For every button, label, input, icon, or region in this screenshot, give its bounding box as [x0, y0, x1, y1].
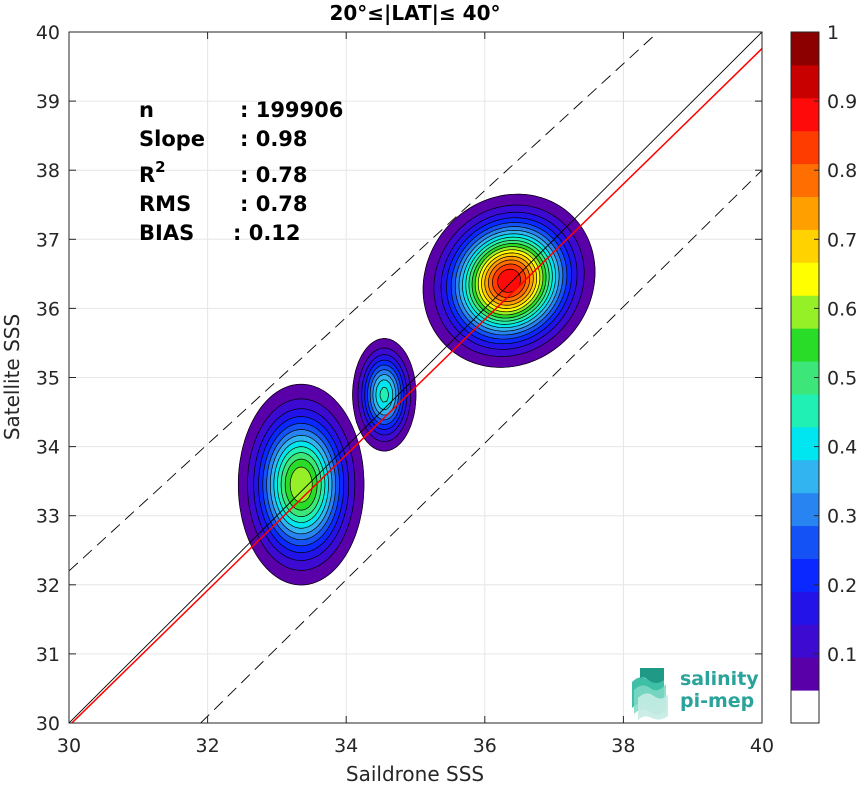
salinity-pi-mep-logo: salinity pi-mep: [632, 668, 759, 720]
reference-lines: [69, 32, 762, 723]
colorbar-tick-label: 0.6: [827, 298, 857, 320]
colorbar-tick-label: 0.5: [827, 368, 857, 390]
contour-line-0.4: [273, 233, 556, 529]
stat-value: : 199906: [240, 98, 343, 122]
colorbar-tick-label: 0.2: [827, 575, 857, 597]
colorbar: 0.1 0.2 0.3 0.4 0.5 0.6 0.7 0.8 0.9 1: [790, 22, 857, 724]
colorbar-swatch: [791, 624, 819, 658]
y-tick-label: 34: [36, 437, 60, 459]
colorbar-tick-label: 0.8: [827, 160, 857, 182]
y-tick-label: 40: [36, 22, 60, 44]
stat-label-superscript: 2: [155, 158, 165, 176]
y-axis-title: Satellite SSS: [0, 314, 24, 440]
stat-label: RMS: [139, 192, 191, 216]
contour-line-0.6: [289, 246, 544, 503]
stat-label: n: [139, 98, 154, 122]
colorbar-swatch: [791, 64, 819, 99]
statistics-box: n : 199906 Slope : 0.98 R2 : 0.78 RMS : 0.78 BIA…: [139, 98, 343, 245]
y-tick-label: 38: [36, 160, 60, 182]
colorbar-tick-label: 0.9: [827, 91, 857, 113]
x-tick-label: 38: [611, 735, 635, 757]
colorbar-swatch: [791, 262, 819, 296]
x-tick-label: 36: [473, 735, 497, 757]
regression-line: [70, 48, 762, 723]
upper-bound-line: [69, 32, 659, 572]
contour-line-0.05: [237, 193, 596, 586]
contour-line-0.65: [477, 249, 541, 313]
density-contours: [237, 193, 596, 586]
colorbar-tick-label: 0.3: [827, 506, 857, 528]
contour-line-0.15: [253, 211, 578, 561]
logo-wave-icon: [632, 668, 668, 720]
stat-value: : 0.78: [240, 192, 308, 216]
colorbar-swatch: [791, 32, 819, 66]
logo-text-line1: salinity: [680, 668, 759, 690]
x-axis: 30 32 34 36 38 40: [57, 32, 774, 757]
x-tick-label: 40: [750, 735, 774, 757]
colorbar-swatch: [791, 558, 819, 592]
colorbar-swatch: [791, 492, 819, 527]
y-tick-label: 33: [36, 506, 60, 528]
stat-value: : 0.12: [233, 221, 301, 245]
y-tick-label: 35: [36, 368, 60, 390]
colorbar-swatch: [791, 295, 819, 329]
contour-line-0.7: [481, 252, 538, 309]
colorbar-swatch: [791, 591, 819, 625]
x-tick-label: 34: [334, 735, 358, 757]
colorbar-swatch: [791, 525, 819, 559]
colorbar-swatch: [791, 657, 819, 691]
colorbar-swatch: [791, 196, 819, 230]
y-tick-label: 37: [36, 229, 60, 251]
x-tick-label: 32: [196, 735, 220, 757]
colorbar-swatch: [791, 163, 819, 198]
stat-value: : 0.78: [240, 163, 308, 187]
stat-value: : 0.98: [240, 127, 308, 151]
colorbar-swatch: [791, 690, 819, 724]
colorbar-swatch: [791, 328, 819, 362]
colorbar-tick-label: 0.7: [827, 229, 857, 251]
colorbar-tick-label: 0.1: [827, 644, 857, 666]
chart-title: 20°≤|LAT|≤ 40°: [329, 1, 500, 25]
colorbar-tick-label: 1: [827, 22, 839, 44]
y-tick-label: 31: [36, 644, 60, 666]
contour-line-0.35: [269, 229, 560, 535]
contour-line-0.1: [247, 204, 585, 571]
y-tick-label: 39: [36, 91, 60, 113]
colorbar-swatch: [791, 426, 819, 461]
y-tick-label: 30: [36, 713, 60, 735]
x-axis-title: Saildrone SSS: [346, 762, 484, 786]
lower-bound-line: [200, 169, 762, 723]
stat-label: Slope: [139, 127, 205, 151]
logo-text-line2: pi-mep: [680, 690, 754, 712]
colorbar-tick-label: 0.4: [827, 437, 857, 459]
y-axis: 30 31 32 33 34 35 36 37 38 39 40: [36, 22, 762, 735]
colorbar-swatch: [791, 130, 819, 165]
colorbar-swatch: [791, 393, 819, 428]
colorbar-swatch: [791, 97, 819, 132]
stat-label: BIAS: [139, 221, 194, 245]
identity-line: [69, 32, 762, 723]
y-tick-label: 36: [36, 298, 60, 320]
stat-label: R2: [139, 158, 166, 187]
contour-line-0.25: [262, 222, 568, 547]
colorbar-swatch: [791, 229, 819, 263]
colorbar-swatch: [791, 459, 819, 494]
x-tick-label: 30: [57, 735, 81, 757]
y-tick-label: 32: [36, 575, 60, 597]
